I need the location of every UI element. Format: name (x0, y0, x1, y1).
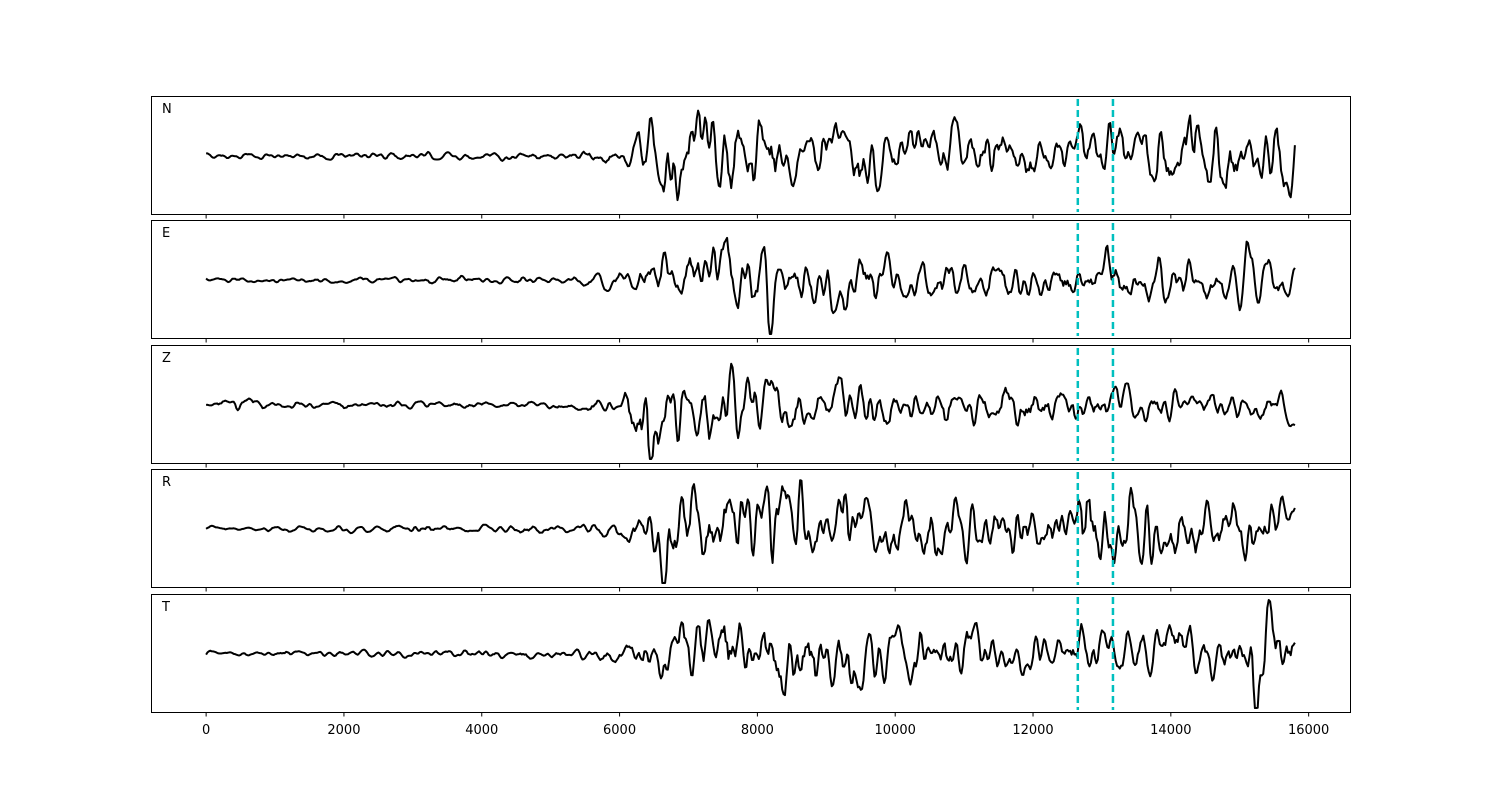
trace-z (206, 362, 1296, 460)
trace-t (205, 599, 1296, 709)
panel-frame (151, 594, 1351, 713)
panel-r: R (151, 469, 1351, 592)
panels: N E Z R T (151, 96, 1351, 717)
panel-label: N (162, 102, 172, 117)
panel-t: T (151, 594, 1351, 717)
x-tick-label: 6000 (603, 723, 636, 738)
panel-label: Z (162, 351, 171, 366)
x-tick-label: 0 (202, 723, 210, 738)
panel-z: Z (151, 345, 1351, 468)
x-tick-label: 14000 (1150, 723, 1191, 738)
x-tick-label: 10000 (875, 723, 916, 738)
x-axis: 0 2000 4000 6000 8000 10000 12000 14000 16000 (202, 723, 1329, 738)
x-tick-label: 8000 (741, 723, 774, 738)
trace-n (206, 109, 1296, 202)
panel-n: N (151, 96, 1351, 219)
x-tick-label: 12000 (1012, 723, 1053, 738)
panel-label: T (161, 600, 170, 615)
x-tick-label: 16000 (1288, 723, 1329, 738)
panel-e: E (151, 220, 1351, 343)
trace-r (205, 479, 1296, 584)
x-tick-label: 4000 (465, 723, 498, 738)
panel-frame (151, 469, 1351, 588)
panel-frame (151, 220, 1351, 339)
x-tick-label: 2000 (327, 723, 360, 738)
panel-label: R (162, 475, 171, 490)
panel-frame (151, 345, 1351, 464)
panel-frame (151, 96, 1351, 215)
trace-e (205, 236, 1296, 335)
panel-label: E (162, 226, 170, 241)
